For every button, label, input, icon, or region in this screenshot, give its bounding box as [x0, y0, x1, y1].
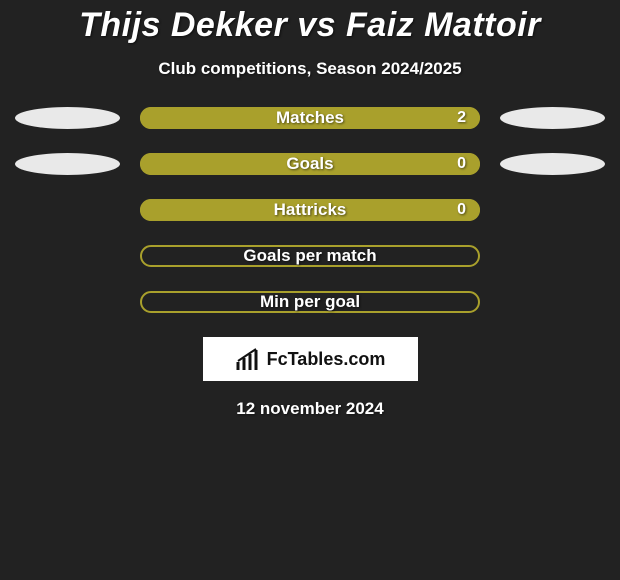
stat-label: Goals [140, 153, 480, 175]
stat-row: Matches2 [0, 107, 620, 129]
stat-row: Min per goal [0, 291, 620, 313]
stat-value: 2 [457, 107, 466, 129]
stat-label: Goals per match [140, 245, 480, 267]
logo-text: FcTables.com [267, 349, 386, 370]
right-ellipse [500, 153, 605, 175]
stat-row: Goals per match [0, 245, 620, 267]
stat-bar: Hattricks0 [140, 199, 480, 221]
stat-bar: Goals0 [140, 153, 480, 175]
stat-row: Goals0 [0, 153, 620, 175]
comparison-card: Thijs Dekker vs Faiz Mattoir Club compet… [0, 0, 620, 419]
date-line: 12 november 2024 [0, 399, 620, 419]
page-title: Thijs Dekker vs Faiz Mattoir [0, 6, 620, 45]
stat-label: Min per goal [140, 291, 480, 313]
subtitle: Club competitions, Season 2024/2025 [0, 59, 620, 79]
stat-bar: Matches2 [140, 107, 480, 129]
stat-label: Matches [140, 107, 480, 129]
left-ellipse [15, 153, 120, 175]
stat-label: Hattricks [140, 199, 480, 221]
left-ellipse [15, 107, 120, 129]
stat-bar: Min per goal [140, 291, 480, 313]
right-ellipse [500, 107, 605, 129]
stat-value: 0 [457, 153, 466, 175]
logo-box: FcTables.com [203, 337, 418, 381]
bar-chart-icon [235, 348, 263, 370]
stat-value: 0 [457, 199, 466, 221]
stat-row: Hattricks0 [0, 199, 620, 221]
stats-list: Matches2Goals0Hattricks0Goals per matchM… [0, 107, 620, 313]
stat-bar: Goals per match [140, 245, 480, 267]
